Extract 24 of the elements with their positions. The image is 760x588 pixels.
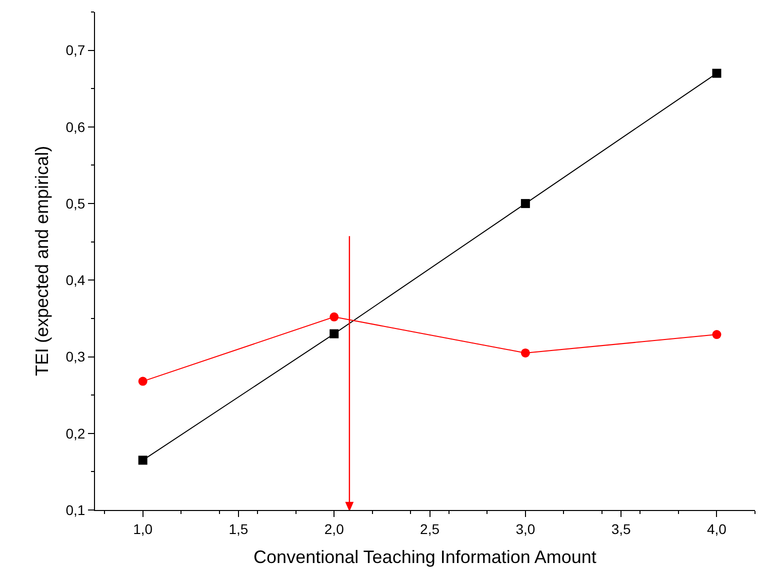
x-tick-label: 1,5 xyxy=(228,520,248,537)
x-tick-label: 3,0 xyxy=(516,520,536,537)
y-tick-label: 0,7 xyxy=(66,42,86,58)
y-tick-label: 0,3 xyxy=(66,348,86,365)
y-tick-label: 0,4 xyxy=(66,272,86,288)
point xyxy=(520,199,530,208)
y-axis-title: TEI (expected and empirical) xyxy=(32,146,52,376)
x-tick-label: 2,0 xyxy=(324,520,344,537)
point xyxy=(712,330,722,340)
y-tick-label: 0,1 xyxy=(66,502,86,518)
x-tick-label: 1,0 xyxy=(133,520,153,537)
point xyxy=(712,68,722,78)
point xyxy=(330,329,339,338)
point xyxy=(138,456,148,465)
point xyxy=(520,348,530,358)
x-axis-title: Conventional Teaching Information Amount xyxy=(254,546,596,567)
y-tick-label: 0,5 xyxy=(66,195,86,212)
x-tick-label: 4,0 xyxy=(707,520,727,537)
x-tick-label: 2,5 xyxy=(420,520,440,537)
point xyxy=(138,376,148,386)
y-tick-label: 0,2 xyxy=(66,425,86,442)
x-tick-label: 3,5 xyxy=(611,520,632,537)
point xyxy=(330,312,339,322)
y-tick-label: 0,6 xyxy=(66,118,86,135)
